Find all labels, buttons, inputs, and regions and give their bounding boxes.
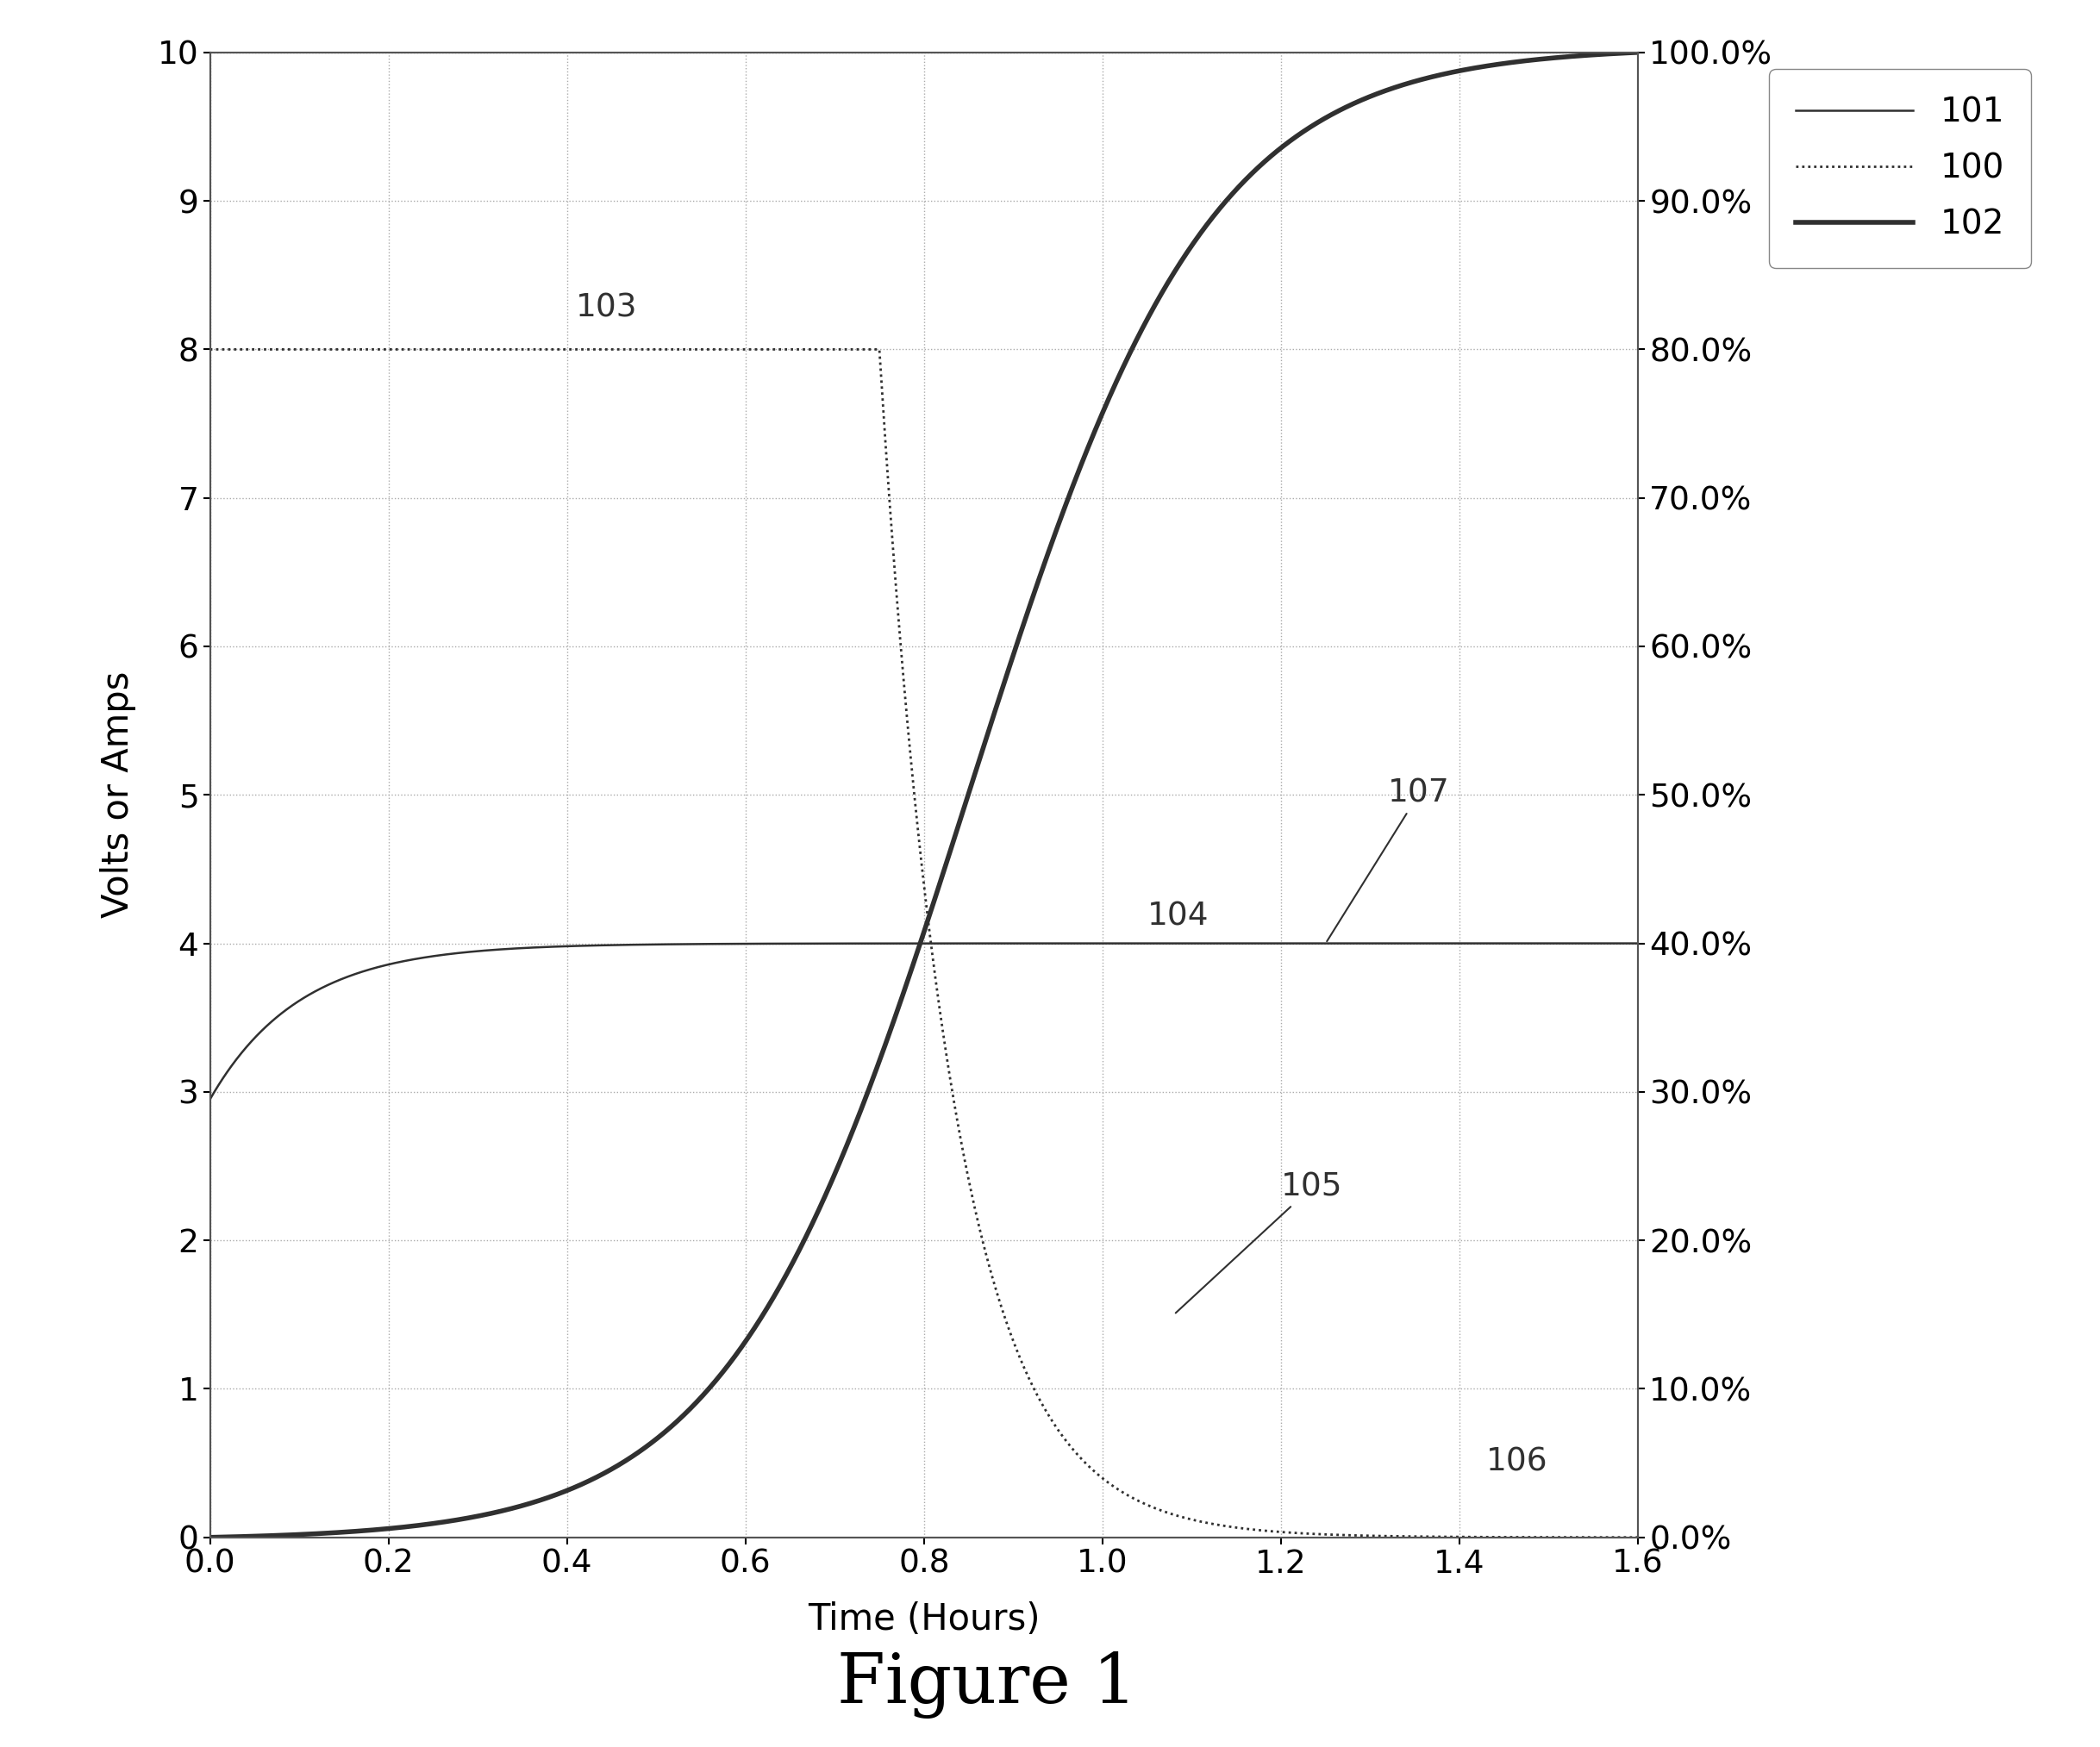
102 [271,1525,296,1546]
100 [1321,1525,1346,1546]
101 [892,933,918,954]
102 [1321,103,1346,124]
100 [271,339,296,360]
101 [197,1088,223,1109]
Line: 102: 102 [210,52,1638,1537]
101 [271,1001,296,1022]
102 [197,1527,223,1548]
Text: 107: 107 [1327,777,1449,942]
X-axis label: Time (Hours): Time (Hours) [808,1602,1039,1637]
100 [1583,1527,1609,1548]
Text: Figure 1: Figure 1 [838,1651,1136,1719]
100 [1583,1527,1609,1548]
Line: 100: 100 [210,349,1638,1537]
101 [1321,933,1346,954]
101 [1583,933,1609,954]
100 [1625,1527,1651,1548]
Text: 106: 106 [1487,1447,1548,1478]
Text: 103: 103 [575,292,638,323]
102 [1583,44,1609,65]
Text: 105: 105 [1176,1172,1342,1314]
100 [855,339,880,360]
102 [892,980,918,1001]
102 [855,1085,880,1106]
101 [855,933,880,954]
Legend: 101, 100, 102: 101, 100, 102 [1768,70,2031,267]
Line: 101: 101 [210,943,1638,1099]
102 [1583,44,1609,65]
102 [1625,42,1651,63]
101 [1625,933,1651,954]
101 [1583,933,1609,954]
100 [892,678,918,699]
Text: 104: 104 [1147,901,1210,933]
Y-axis label: Volts or Amps: Volts or Amps [99,671,136,919]
100 [197,339,223,360]
